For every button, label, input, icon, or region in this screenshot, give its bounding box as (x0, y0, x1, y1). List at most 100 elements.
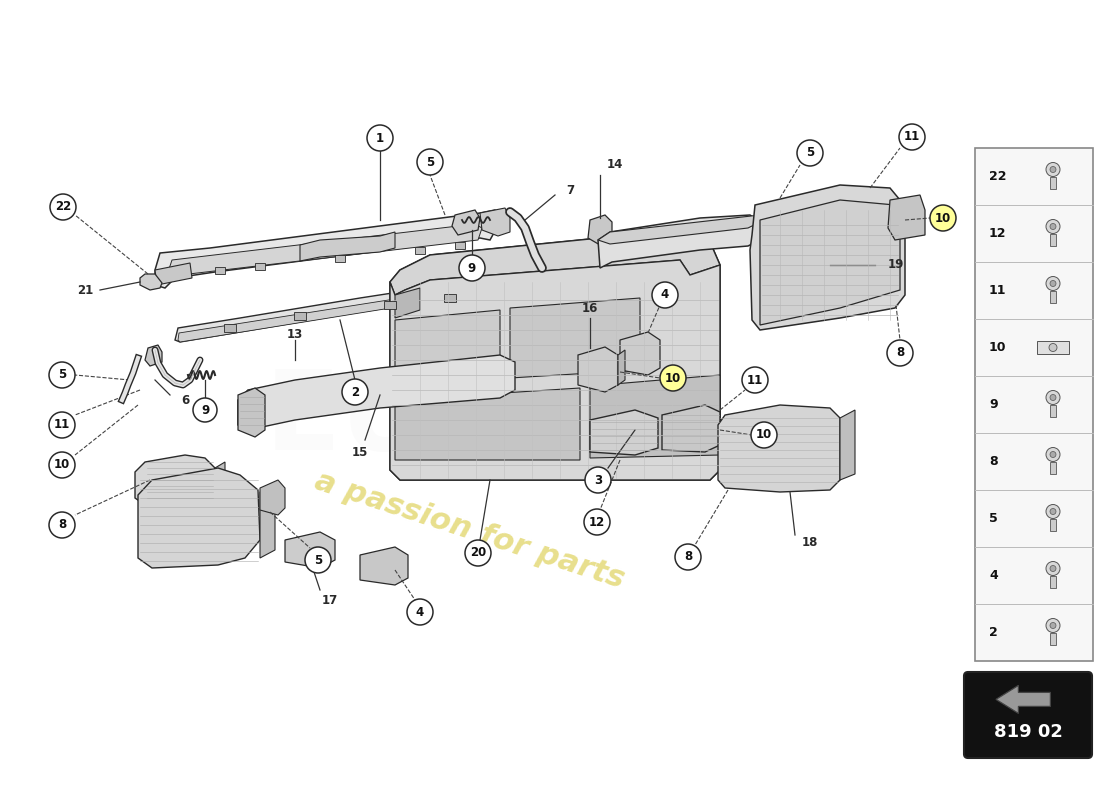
Circle shape (1050, 223, 1056, 230)
FancyBboxPatch shape (384, 301, 396, 309)
Polygon shape (155, 263, 192, 285)
Text: 10: 10 (54, 458, 70, 471)
FancyBboxPatch shape (1050, 575, 1056, 587)
Circle shape (585, 467, 611, 493)
Polygon shape (618, 350, 625, 385)
Circle shape (660, 365, 686, 391)
Polygon shape (395, 288, 420, 318)
FancyBboxPatch shape (415, 247, 425, 254)
Polygon shape (718, 405, 840, 492)
Text: 17: 17 (322, 594, 338, 606)
Text: 6: 6 (180, 394, 189, 406)
Text: 10: 10 (989, 341, 1006, 354)
Polygon shape (760, 200, 900, 325)
Circle shape (652, 282, 678, 308)
Text: 8: 8 (989, 455, 998, 468)
Circle shape (1046, 219, 1060, 234)
Circle shape (1046, 447, 1060, 462)
Polygon shape (452, 210, 480, 235)
FancyBboxPatch shape (214, 267, 225, 274)
Polygon shape (214, 462, 225, 490)
Polygon shape (395, 388, 580, 460)
Text: 819 02: 819 02 (993, 723, 1063, 741)
Text: 11: 11 (747, 374, 763, 386)
Polygon shape (598, 215, 760, 244)
Circle shape (675, 544, 701, 570)
FancyBboxPatch shape (444, 294, 456, 302)
Circle shape (1050, 566, 1056, 571)
Polygon shape (590, 375, 720, 458)
Circle shape (192, 398, 217, 422)
Polygon shape (155, 210, 501, 288)
Polygon shape (285, 532, 336, 568)
Circle shape (1046, 562, 1060, 575)
Polygon shape (390, 230, 720, 480)
Text: 3: 3 (594, 474, 602, 486)
Polygon shape (395, 310, 500, 390)
Text: 10: 10 (756, 429, 772, 442)
Polygon shape (588, 215, 612, 245)
Polygon shape (996, 686, 1050, 714)
Circle shape (407, 599, 433, 625)
FancyBboxPatch shape (1050, 633, 1056, 645)
Text: 7: 7 (565, 183, 574, 197)
Polygon shape (598, 215, 760, 268)
FancyBboxPatch shape (1050, 234, 1056, 246)
FancyBboxPatch shape (294, 312, 306, 320)
Circle shape (1049, 343, 1057, 351)
Text: 20: 20 (470, 546, 486, 559)
Polygon shape (168, 224, 482, 276)
Text: 13: 13 (287, 329, 304, 342)
Polygon shape (750, 185, 905, 330)
FancyBboxPatch shape (455, 242, 465, 249)
Text: 9: 9 (468, 262, 476, 274)
Text: 10: 10 (664, 371, 681, 385)
Polygon shape (360, 547, 408, 585)
Circle shape (798, 140, 823, 166)
Circle shape (1046, 618, 1060, 633)
Text: 19: 19 (888, 258, 904, 271)
Circle shape (1050, 622, 1056, 629)
Text: 14: 14 (607, 158, 624, 171)
Text: 11: 11 (54, 418, 70, 431)
Text: 8: 8 (895, 346, 904, 359)
Text: 11: 11 (989, 284, 1006, 297)
Polygon shape (175, 272, 515, 342)
Circle shape (887, 340, 913, 366)
Polygon shape (138, 468, 260, 568)
Text: 4: 4 (416, 606, 425, 618)
Text: 12: 12 (989, 227, 1006, 240)
Circle shape (50, 452, 75, 478)
Circle shape (1046, 277, 1060, 290)
Polygon shape (620, 332, 660, 375)
Circle shape (1050, 509, 1056, 514)
Circle shape (367, 125, 393, 151)
Polygon shape (238, 388, 265, 437)
FancyBboxPatch shape (1050, 462, 1056, 474)
Polygon shape (480, 208, 510, 236)
Polygon shape (662, 405, 720, 452)
Text: 8: 8 (684, 550, 692, 563)
Text: 5: 5 (806, 146, 814, 159)
Text: 22: 22 (989, 170, 1006, 183)
Polygon shape (145, 345, 162, 366)
Polygon shape (578, 347, 618, 392)
FancyBboxPatch shape (1037, 341, 1069, 354)
FancyBboxPatch shape (964, 672, 1092, 758)
Text: 5: 5 (314, 554, 322, 566)
Circle shape (459, 255, 485, 281)
Polygon shape (260, 483, 275, 558)
Text: a passion for parts: a passion for parts (311, 466, 628, 594)
Circle shape (417, 149, 443, 175)
FancyBboxPatch shape (224, 324, 236, 332)
Polygon shape (178, 278, 514, 342)
Circle shape (1050, 281, 1056, 286)
Text: 21: 21 (77, 283, 94, 297)
Text: 9: 9 (989, 398, 998, 411)
Circle shape (1046, 162, 1060, 177)
Polygon shape (390, 230, 720, 295)
Circle shape (742, 367, 768, 393)
Text: 16: 16 (582, 302, 598, 314)
Text: 2: 2 (351, 386, 359, 398)
Circle shape (584, 509, 610, 535)
